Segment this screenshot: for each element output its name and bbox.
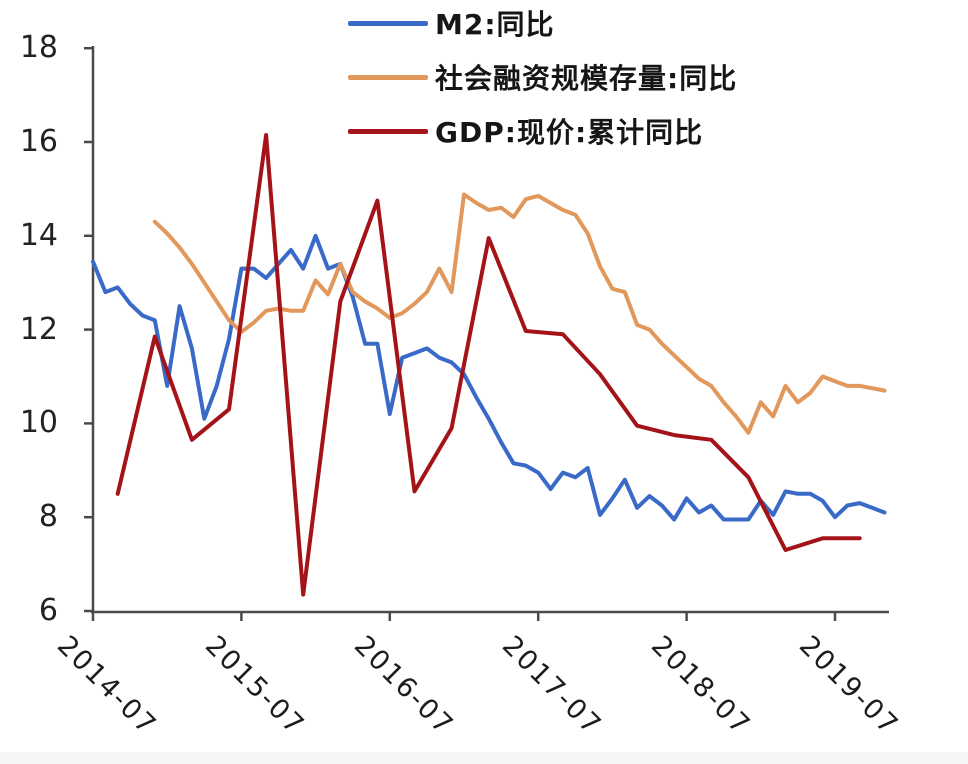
y-tick-label: 12 [19,311,58,347]
legend-label-gdp: GDP:现价:累计同比 [435,116,704,149]
legend-label-social-financing: 社会融资规模存量:同比 [435,62,738,95]
y-tick-label: 10 [19,405,58,441]
legend-item-gdp: GDP:现价:累计同比 [348,112,737,150]
legend-swatch-social-financing [348,74,428,80]
y-tick-label: 18 [19,30,58,66]
y-tick-label: 14 [19,217,58,253]
y-tick-label: 6 [38,593,58,628]
y-tick-label: 16 [19,124,58,159]
series-line-social-financing [152,192,887,435]
legend-swatch-m2 [348,20,428,26]
y-tick-label: 8 [38,499,58,535]
bottom-strip [0,752,968,764]
series-line-gdp [115,133,862,597]
legend-swatch-gdp [348,128,428,134]
legend-item-social-financing: 社会融资规模存量:同比 [348,58,737,96]
legend-item-m2: M2:同比 [348,4,737,42]
series-line-m2 [91,233,887,522]
legend: M2:同比 社会融资规模存量:同比 GDP:现价:累计同比 [348,4,737,166]
legend-label-m2: M2:同比 [435,8,555,41]
